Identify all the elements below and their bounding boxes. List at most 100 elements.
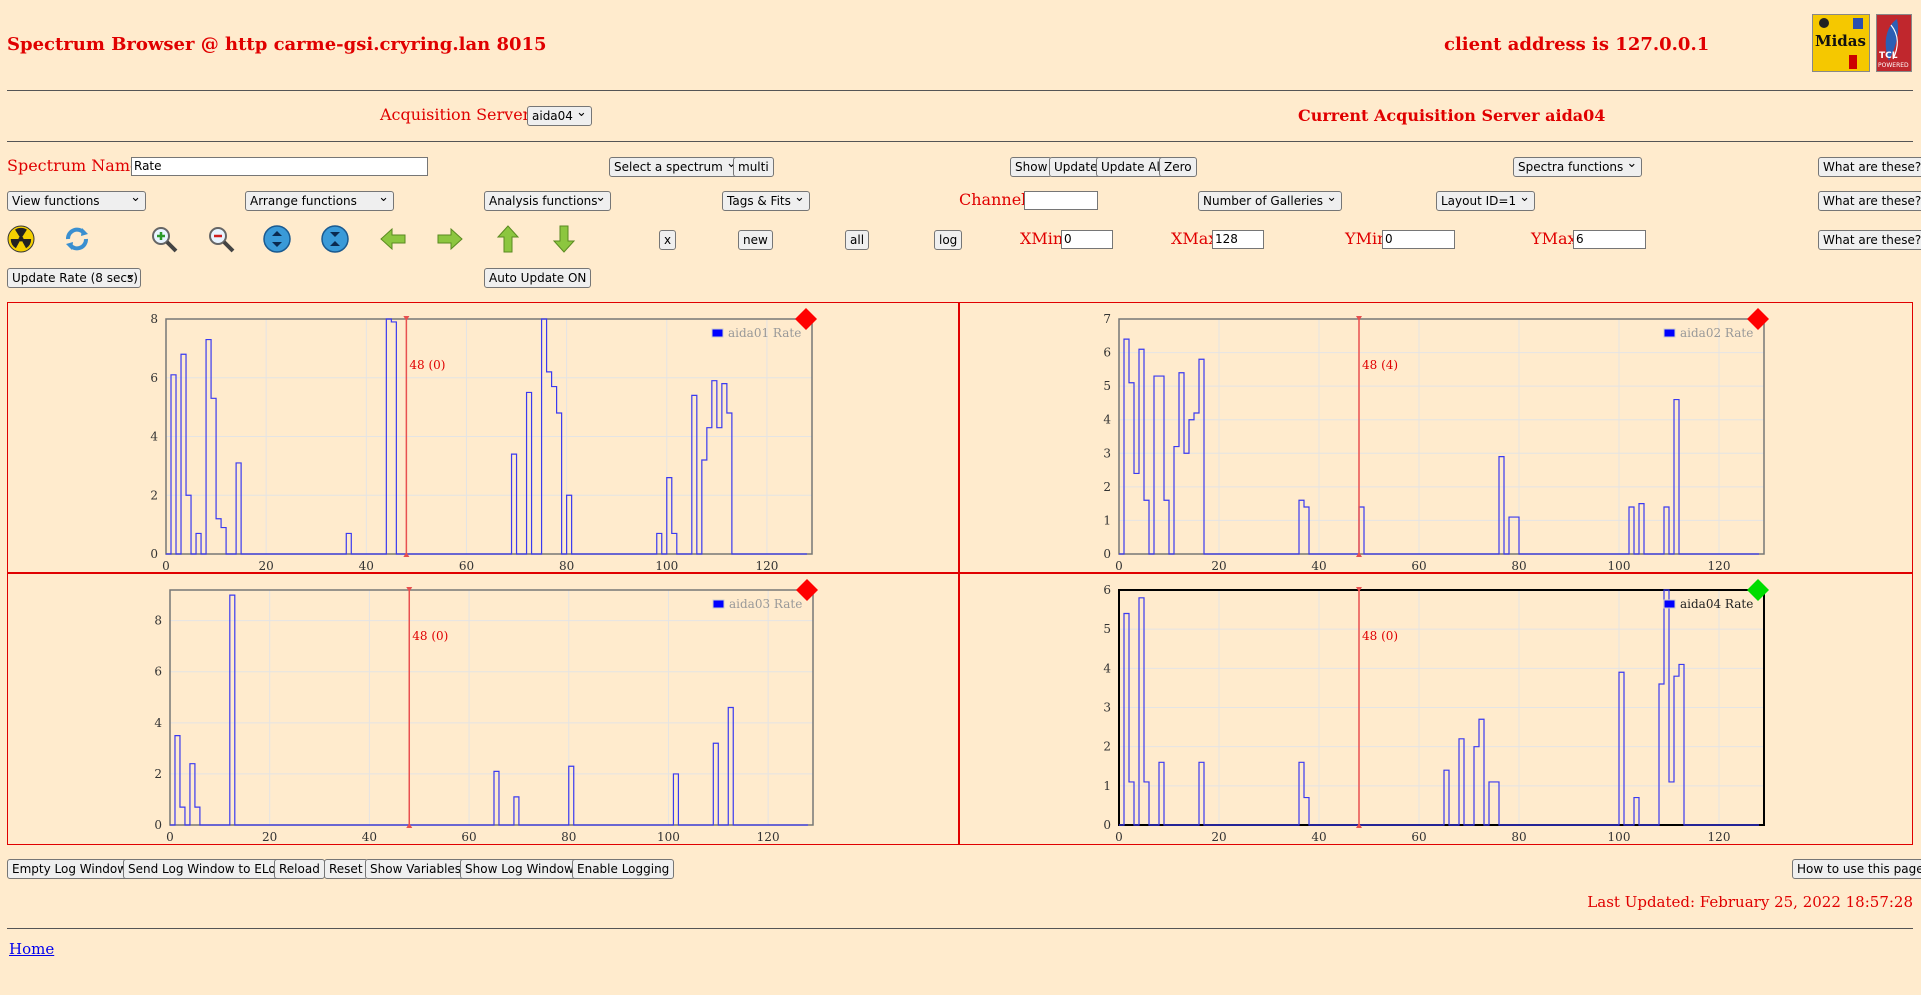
plot-frame xyxy=(169,589,814,826)
x-tick-label: 100 xyxy=(655,559,678,573)
ymax-input[interactable]: 6 xyxy=(1573,230,1646,249)
update-all-button[interactable]: Update All xyxy=(1096,157,1169,177)
series-line xyxy=(170,594,809,826)
x-tick-label: 40 xyxy=(1311,559,1326,573)
spectra-functions-dropdown[interactable]: Spectra functions xyxy=(1513,155,1643,177)
y-tick-label: 4 xyxy=(154,716,162,730)
arrow-up-icon[interactable] xyxy=(493,224,523,254)
y-tick-label: 2 xyxy=(154,767,162,781)
refresh-icon[interactable] xyxy=(62,224,92,254)
cursor-marker-handle-top[interactable] xyxy=(403,316,410,321)
y-tick-label: 6 xyxy=(150,371,158,385)
send-log-to-elog-button[interactable]: Send Log Window to ELog xyxy=(123,859,289,879)
compress-vertical-icon[interactable] xyxy=(320,224,350,254)
log-button[interactable]: log xyxy=(934,230,963,250)
status-indicator-icon[interactable] xyxy=(1747,308,1769,330)
cursor-marker-handle-bottom[interactable] xyxy=(1356,823,1362,828)
x-button[interactable]: x xyxy=(659,230,677,250)
home-link[interactable]: Home xyxy=(9,940,55,958)
y-tick-label: 4 xyxy=(150,430,158,444)
spectrum-plot-aida04: 0 20 40 60 80 100 120 0 1 2 3 4 5 6 48 (0) aida04 Rate xyxy=(1103,579,1769,844)
x-tick-label: 80 xyxy=(1511,830,1526,844)
enable-logging-button[interactable]: Enable Logging xyxy=(572,859,675,879)
what-are-these-button[interactable]: What are these? xyxy=(1818,191,1921,211)
spectrum-panel-aida03[interactable]: 0 20 40 60 80 100 120 0 2 4 6 8 48 (0) aida03 Rate xyxy=(7,572,960,845)
x-tick-label: 120 xyxy=(755,559,778,573)
status-indicator-icon[interactable] xyxy=(795,308,817,330)
x-tick-label: 20 xyxy=(1211,559,1226,573)
show-log-window-button[interactable]: Show Log Window xyxy=(460,859,579,879)
ymax-label: YMax xyxy=(1531,229,1577,248)
radiation-icon[interactable] xyxy=(6,224,36,254)
x-tick-label: 40 xyxy=(362,830,377,844)
number-of-galleries-dropdown[interactable]: Number of Galleries xyxy=(1198,189,1343,211)
cursor-marker-handle-bottom[interactable] xyxy=(1356,552,1362,557)
update-button[interactable]: Update xyxy=(1049,157,1103,177)
cursor-marker-label: 48 (0) xyxy=(1362,629,1398,643)
x-tick-label: 60 xyxy=(1411,830,1426,844)
select-spectrum-dropdown[interactable]: Select a spectrum xyxy=(609,155,742,177)
x-tick-label: 20 xyxy=(259,559,274,573)
cursor-marker-handle-bottom[interactable] xyxy=(403,552,410,557)
cursor-marker-handle-top[interactable] xyxy=(406,587,413,592)
x-tick-label: 80 xyxy=(559,559,574,573)
y-tick-label: 1 xyxy=(1103,513,1111,527)
status-indicator-icon[interactable] xyxy=(1747,579,1769,601)
x-tick-label: 80 xyxy=(561,830,576,844)
channel-input[interactable] xyxy=(1024,191,1098,210)
status-indicator-icon[interactable] xyxy=(796,579,818,601)
y-tick-label: 2 xyxy=(1103,740,1111,754)
show-button[interactable]: Show xyxy=(1010,157,1053,177)
spectrum-name-label: Spectrum Name: xyxy=(7,156,145,175)
x-tick-label: 120 xyxy=(1708,830,1731,844)
y-tick-label: 5 xyxy=(1103,379,1111,393)
spectrum-plot-aida01: 0 20 40 60 80 100 120 0 2 4 6 8 48 (0) aida01 Rate xyxy=(150,308,817,573)
show-variables-button[interactable]: Show Variables xyxy=(365,859,467,879)
spectrum-name-input[interactable]: Rate xyxy=(131,157,428,176)
tags-fits-dropdown[interactable]: Tags & Fits xyxy=(722,189,810,211)
divider xyxy=(7,928,1913,929)
zero-button[interactable]: Zero xyxy=(1159,157,1197,177)
multi-button[interactable]: multi xyxy=(733,157,774,177)
auto-update-button[interactable]: Auto Update ON xyxy=(484,268,592,288)
how-to-use-button[interactable]: How to use this page xyxy=(1792,859,1921,879)
reset-button[interactable]: Reset xyxy=(324,859,368,879)
expand-vertical-icon[interactable] xyxy=(262,224,292,254)
acquisition-server-select[interactable]: aida04 xyxy=(527,104,592,126)
x-tick-label: 0 xyxy=(162,559,170,573)
arrow-right-icon[interactable] xyxy=(435,224,465,254)
analysis-functions-dropdown[interactable]: Analysis functions xyxy=(484,189,611,211)
y-tick-label: 8 xyxy=(154,614,162,628)
all-button[interactable]: all xyxy=(845,230,870,250)
current-acquisition-server: Current Acquisition Server aida04 xyxy=(1298,106,1606,125)
what-are-these-button[interactable]: What are these? xyxy=(1818,230,1921,250)
new-button[interactable]: new xyxy=(738,230,773,250)
arrow-down-icon[interactable] xyxy=(549,224,579,254)
xmin-input[interactable]: 0 xyxy=(1061,230,1113,249)
cursor-marker-handle-top[interactable] xyxy=(1356,587,1362,592)
update-rate-dropdown[interactable]: Update Rate (8 secs) xyxy=(7,266,141,288)
spectrum-panel-aida02[interactable]: 0 20 40 60 80 100 120 0 1 2 3 4 5 6 7 48 (4) aida02 Rate xyxy=(958,302,1913,574)
arrow-left-icon[interactable] xyxy=(378,224,408,254)
arrange-functions-dropdown[interactable]: Arrange functions xyxy=(245,189,394,211)
xmax-input[interactable]: 128 xyxy=(1212,230,1264,249)
ymin-input[interactable]: 0 xyxy=(1382,230,1455,249)
cursor-marker-handle-bottom[interactable] xyxy=(406,823,413,828)
what-are-these-button[interactable]: What are these? xyxy=(1818,157,1921,177)
spectrum-panel-aida04[interactable]: 0 20 40 60 80 100 120 0 1 2 3 4 5 6 48 (0) aida04 Rate xyxy=(958,572,1913,845)
last-updated: Last Updated: February 25, 2022 18:57:28 xyxy=(1587,893,1913,911)
layout-dropdown[interactable]: Layout ID=1 xyxy=(1436,189,1536,211)
legend-swatch xyxy=(1663,599,1676,609)
midas-emblem-icon xyxy=(1849,55,1857,69)
cursor-marker-handle-top[interactable] xyxy=(1356,316,1362,321)
view-functions-dropdown[interactable]: View functions xyxy=(7,189,146,211)
spectrum-panel-aida01[interactable]: 0 20 40 60 80 100 120 0 2 4 6 8 48 (0) aida01 Rate xyxy=(7,302,960,574)
empty-log-window-button[interactable]: Empty Log Window xyxy=(7,859,133,879)
tcl-logo: TCL POWERED xyxy=(1876,14,1912,72)
zoom-in-icon[interactable] xyxy=(149,224,179,254)
tcl-logo-text: TCL xyxy=(1879,51,1898,61)
reload-button[interactable]: Reload xyxy=(274,859,325,879)
cursor-marker-label: 48 (0) xyxy=(409,358,445,372)
x-tick-label: 0 xyxy=(1115,830,1123,844)
zoom-out-icon[interactable] xyxy=(206,224,236,254)
